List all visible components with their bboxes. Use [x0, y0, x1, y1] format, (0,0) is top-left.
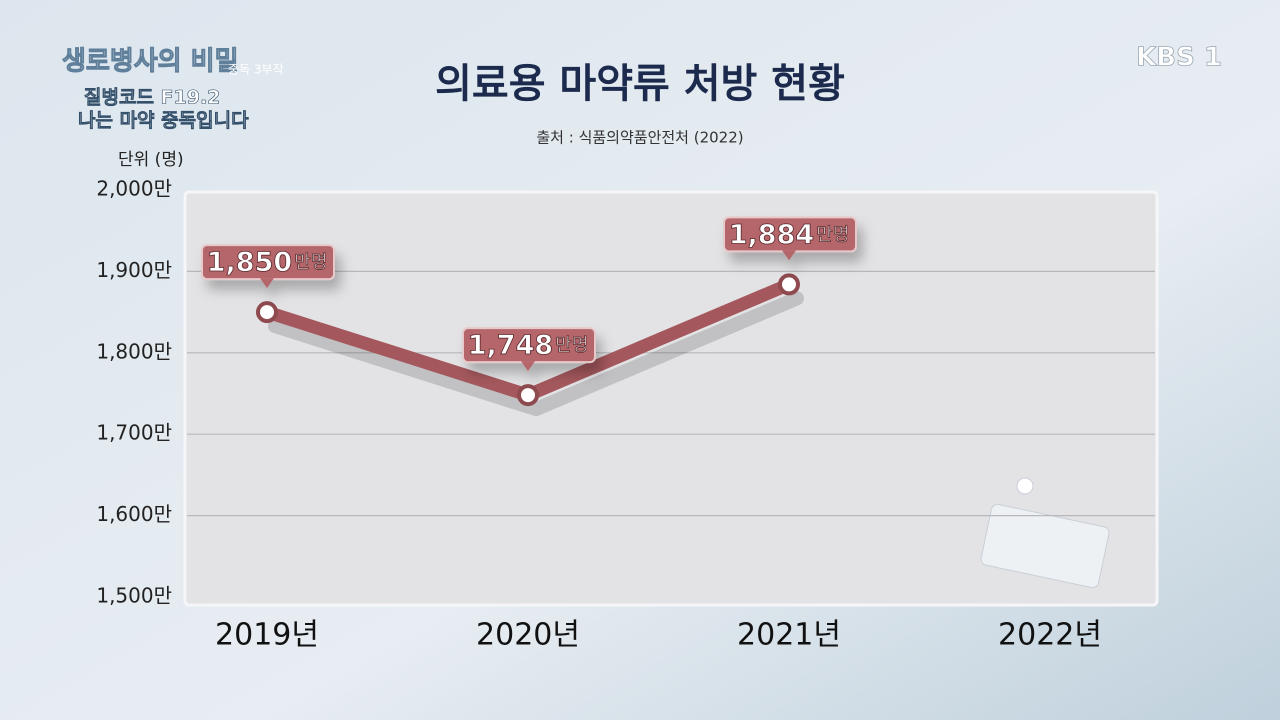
logo: KBS 1 [1136, 43, 1222, 73]
value-label-pointer [260, 278, 274, 289]
y-tick-label: 1,600만 [96, 502, 172, 526]
y-tick-label: 1,900만 [96, 258, 172, 282]
series-note: 중독 3부작 [228, 63, 284, 77]
y-tick-label: 2,000만 [96, 177, 172, 201]
value-label-pointer [521, 361, 535, 372]
x-tick-label: 2019년 [215, 618, 319, 653]
program-title: 생로병사의 비밀 [62, 47, 239, 77]
value-label-number: 1,748 [468, 330, 553, 361]
value-label: 1,850 만명 [201, 244, 335, 289]
x-tick-label: 2022년 [998, 618, 1102, 653]
point [256, 301, 278, 324]
value-label-suffix: 만명 [816, 224, 849, 245]
plot-panel [183, 190, 1159, 607]
episode-line: 질병코드 F19.2 [84, 87, 220, 109]
episode-line: 나는 마약 중독입니다 [78, 110, 249, 132]
value-label-number: 1,850 [207, 247, 292, 278]
y-axis-label: 단위 (명) [118, 150, 184, 170]
value-label: 1,884 만명 [723, 216, 857, 261]
chart-title: 의료용 마약류 처방 현황 [435, 61, 845, 107]
value-label-text: 1,850 만명 [207, 247, 328, 278]
value-label-number: 1,884 [729, 219, 814, 250]
value-label: 1,748 만명 [462, 327, 596, 372]
y-tick-label: 1,800만 [96, 339, 172, 363]
source: 출처 : 식품의약품안전처 (2022) [536, 129, 743, 147]
value-label-pointer [782, 250, 796, 261]
y-tick-label: 1,700만 [96, 421, 172, 445]
value-label-suffix: 만명 [294, 252, 327, 273]
value-label-text: 1,884 만명 [729, 219, 850, 250]
point [517, 384, 539, 407]
value-label-text: 1,748 만명 [468, 330, 589, 361]
value-label-suffix: 만명 [555, 335, 588, 356]
x-tick-label: 2021년 [737, 618, 841, 653]
y-tick-label: 1,500만 [96, 584, 172, 608]
x-tick-label: 2020년 [476, 618, 580, 653]
line-shadow [268, 291, 804, 417]
point [778, 273, 800, 296]
